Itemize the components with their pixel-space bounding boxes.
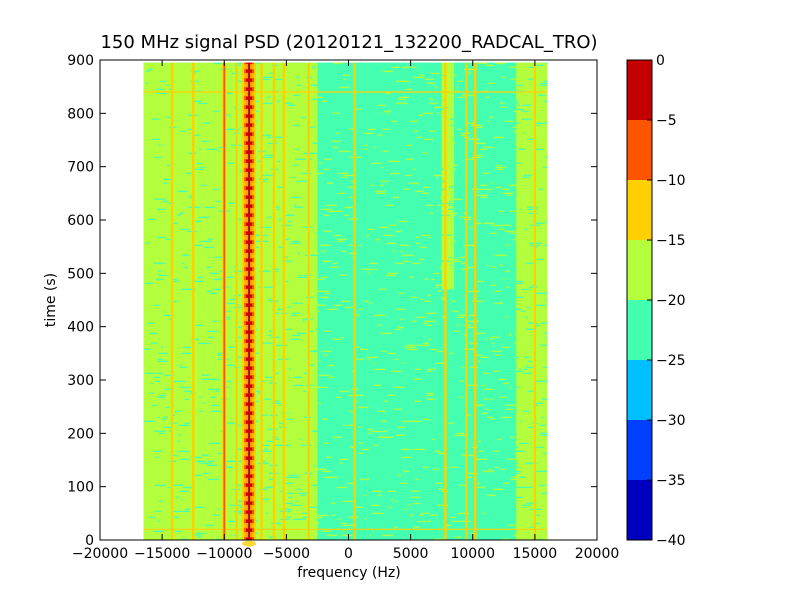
spectral-peak bbox=[235, 62, 238, 541]
y-tick-label: 600 bbox=[67, 213, 94, 229]
colorbar-tick-label: −30 bbox=[656, 413, 686, 429]
colorbar-segment bbox=[627, 420, 652, 480]
x-tick-label: 5000 bbox=[393, 546, 429, 562]
spectral-peak bbox=[260, 62, 263, 541]
heatmap-region bbox=[441, 62, 455, 290]
spectral-peak-core bbox=[248, 62, 251, 541]
colorbar-tick-label: −10 bbox=[656, 173, 686, 189]
y-tick-label: 400 bbox=[67, 320, 94, 336]
colorbar-tick-label: −5 bbox=[656, 113, 677, 129]
y-tick-label: 0 bbox=[85, 533, 94, 549]
spectral-peak bbox=[444, 62, 447, 541]
spectral-peak bbox=[282, 62, 286, 541]
colorbar-segment bbox=[627, 360, 652, 420]
colorbar-tick-label: −25 bbox=[656, 353, 686, 369]
y-axis-label: time (s) bbox=[43, 273, 59, 327]
spectral-peak bbox=[533, 62, 537, 541]
spectral-peak-core bbox=[223, 62, 226, 541]
x-tick-label: −15000 bbox=[134, 546, 190, 562]
heatmap-region bbox=[317, 62, 442, 541]
y-axis-ticks: 0 100 200 300 400 500 600 700 800 900 bbox=[67, 53, 597, 549]
spectral-peak bbox=[353, 62, 356, 541]
x-tick-label: −5000 bbox=[263, 546, 310, 562]
y-tick-label: 500 bbox=[67, 266, 94, 282]
colorbar-tick-label: −40 bbox=[656, 533, 686, 549]
x-tick-label: 10000 bbox=[450, 546, 495, 562]
x-axis-ticks: −20000 −15000 −10000 −5000 0 5000 10000 15000 20… bbox=[72, 60, 619, 562]
y-tick-label: 200 bbox=[67, 426, 94, 442]
colorbar-segment bbox=[627, 60, 652, 120]
heatmap-region bbox=[454, 62, 517, 541]
colorbar-tick-label: −15 bbox=[656, 233, 686, 249]
x-tick-label: 15000 bbox=[513, 546, 558, 562]
heatmap-plot-area bbox=[143, 62, 548, 547]
x-axis-label: frequency (Hz) bbox=[297, 565, 400, 581]
y-tick-label: 100 bbox=[67, 480, 94, 496]
chart-title: 150 MHz signal PSD (20120121_132200_RADC… bbox=[100, 32, 597, 53]
colorbar-segment bbox=[627, 240, 652, 300]
plot-frame bbox=[99, 59, 598, 541]
colorbar-segment bbox=[627, 480, 652, 540]
colorbar-segment bbox=[627, 120, 652, 180]
spectral-peak-ripple bbox=[242, 540, 257, 547]
colorbar-tick-label: 0 bbox=[656, 53, 665, 69]
spectral-peak bbox=[474, 62, 477, 541]
y-tick-label: 700 bbox=[67, 160, 94, 176]
x-tick-label: −10000 bbox=[196, 546, 252, 562]
spectral-peak bbox=[465, 62, 468, 541]
colorbar-tick-label: −20 bbox=[656, 293, 686, 309]
y-tick-label: 800 bbox=[67, 106, 94, 122]
colorbar: −40 −35 −30 −25 −20 −15 −10 −5 0 bbox=[626, 53, 686, 549]
colorbar-segment bbox=[627, 180, 652, 240]
x-tick-label: −20000 bbox=[72, 546, 128, 562]
spectral-peak bbox=[272, 62, 276, 541]
spectral-peak bbox=[307, 62, 310, 541]
x-tick-label: 20000 bbox=[575, 546, 620, 562]
y-tick-label: 900 bbox=[67, 53, 94, 69]
y-tick-label: 300 bbox=[67, 373, 94, 389]
colorbar-segment bbox=[627, 300, 652, 360]
spectral-peak bbox=[170, 62, 174, 541]
spectral-peak bbox=[191, 62, 195, 541]
colorbar-tick-label: −35 bbox=[656, 473, 686, 489]
x-tick-label: 0 bbox=[344, 546, 353, 562]
